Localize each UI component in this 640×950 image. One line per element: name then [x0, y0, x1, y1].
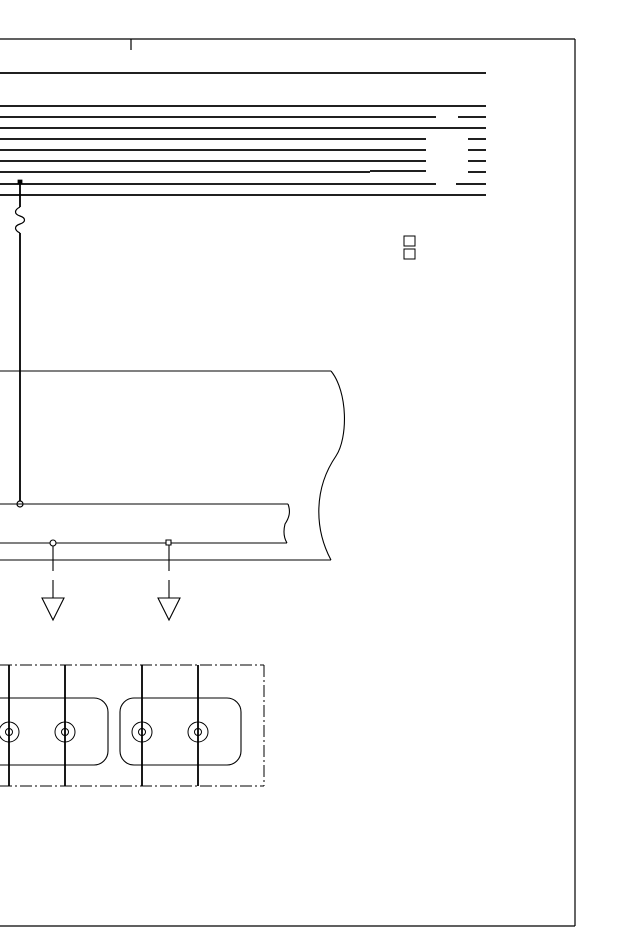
- connector-pin: [0, 722, 19, 742]
- legend: [404, 236, 415, 259]
- page-frame: [0, 39, 575, 926]
- fuse-icon: [16, 207, 25, 233]
- ground-icon: [42, 598, 64, 620]
- connector-housing: [120, 698, 241, 765]
- wire-terminal-square: [18, 180, 22, 184]
- connector-pin: [55, 722, 75, 742]
- ground-group: [42, 540, 180, 620]
- connector-pin: [188, 722, 208, 742]
- ground-tap-node: [166, 540, 171, 545]
- connector-housing: [0, 698, 108, 765]
- feed-wire: [16, 180, 25, 507]
- ground-tap-node: [50, 540, 56, 546]
- legend-box: [404, 249, 415, 259]
- module-outline: [0, 371, 344, 560]
- harness-bus: [0, 73, 486, 195]
- connector-pin: [132, 722, 152, 742]
- module-break-edge: [319, 371, 345, 560]
- connector-block: [0, 665, 264, 786]
- ground-icon: [158, 598, 180, 620]
- inner-bar-break: [284, 504, 289, 543]
- legend-box: [404, 236, 415, 246]
